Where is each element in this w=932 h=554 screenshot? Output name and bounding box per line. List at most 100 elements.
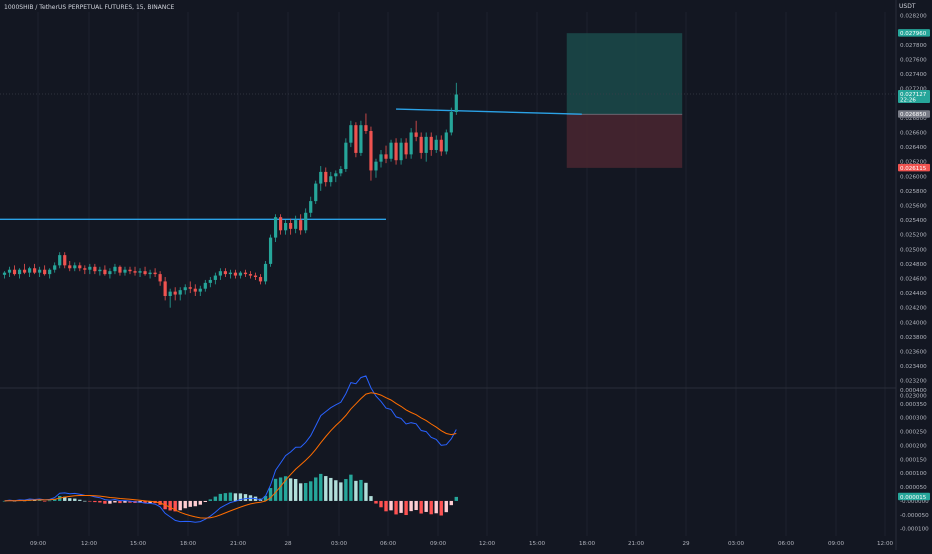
macd-histogram-bar: [228, 492, 233, 501]
price-tick-label: 0.024800: [900, 262, 927, 268]
price-tick-label: 0.027400: [900, 72, 927, 78]
macd-line: [4, 375, 457, 523]
macd-tick-label: 0.000150: [900, 457, 927, 463]
price-axis[interactable]: 0.028200 0.027800 0.027600 0.027400 0.027200…: [898, 14, 930, 533]
price-label-tag: [898, 89, 930, 103]
candle-body: [203, 282, 207, 289]
macd-histogram-bar: [173, 500, 177, 512]
candle-body: [22, 269, 27, 273]
macd-histogram-bar: [53, 499, 57, 501]
macd-histogram-bar: [37, 500, 42, 501]
price-tick-label: 0.026400: [900, 145, 927, 151]
candle-body: [178, 290, 182, 295]
macd-histogram-bar: [148, 500, 152, 503]
macd-histogram-bar: [42, 500, 47, 502]
candle-body: [349, 125, 353, 143]
candle-body: [294, 220, 298, 229]
macd-histogram-bar: [304, 483, 308, 501]
macd-histogram-bar: [63, 496, 67, 501]
candle-body: [424, 136, 428, 153]
candle-body: [93, 266, 97, 272]
candle-body: [364, 125, 368, 132]
price-label-tag: [898, 110, 930, 118]
candle-body: [48, 269, 52, 275]
macd-tick-label: 0.000200: [900, 443, 927, 449]
macd-label-text: 0.000015: [900, 495, 927, 501]
candle-body: [299, 220, 303, 231]
trendlines[interactable]: [0, 108, 582, 221]
macd-histogram-bar: [268, 488, 273, 501]
candle-body: [153, 272, 157, 275]
time-tick-label: 18:00: [579, 541, 596, 547]
macd-histogram-bar: [314, 477, 318, 501]
macd-histogram-bar: [369, 496, 373, 501]
time-tick-label: 21:00: [230, 541, 247, 547]
macd-histogram-bar: [233, 493, 238, 501]
candle-body: [168, 291, 172, 297]
time-tick-label: 12:00: [877, 541, 894, 547]
macd-histogram-bar: [399, 500, 403, 513]
candle-body: [374, 161, 378, 171]
candle-body: [163, 281, 167, 297]
macd-histogram-bar: [283, 476, 288, 501]
macd-histogram-bar: [278, 477, 283, 501]
macd-histogram-bar: [334, 480, 338, 501]
candle-body: [103, 269, 107, 275]
time-tick-label: 06:00: [380, 541, 397, 547]
macd-histogram-bar: [98, 500, 102, 503]
macd-histogram-bar: [68, 498, 72, 501]
candle-body: [419, 136, 423, 153]
price-tick-label: 0.023800: [900, 335, 927, 341]
macd-histogram-bar: [354, 480, 358, 501]
price-tick-label: 0.026200: [900, 160, 927, 166]
candle-body: [213, 275, 217, 280]
candles: [2, 82, 458, 308]
candle-body: [68, 265, 72, 269]
macd-histogram-bar: [93, 500, 97, 503]
price-tick-label: 0.023200: [900, 379, 927, 385]
macd-tick-label: -0.000100: [900, 527, 929, 533]
macd-histogram-bar: [123, 500, 127, 503]
macd-histogram-bar: [213, 496, 218, 501]
price-label-countdown: 22:26: [900, 97, 916, 103]
macd-tick-label: -0.000050: [900, 513, 929, 519]
macd-histogram-bar: [434, 500, 438, 514]
candle-body: [334, 173, 338, 177]
candle-body: [17, 269, 22, 275]
candle-body: [354, 125, 358, 153]
price-tick-label: 0.027800: [900, 43, 927, 49]
time-tick-label: 12:00: [479, 541, 496, 547]
macd-histogram-bar: [113, 500, 117, 503]
candle-body: [273, 217, 278, 238]
macd-histogram-bar: [47, 500, 52, 502]
macd-histogram-bar: [454, 496, 458, 501]
macd-histogram-bar: [349, 474, 353, 501]
macd-histogram-bar: [273, 478, 278, 501]
candle-body: [43, 269, 47, 275]
macd-histogram-bar: [319, 473, 323, 501]
price-tick-label: 0.025400: [900, 218, 927, 224]
macd-histogram-bar: [243, 494, 248, 501]
time-tick-label: 03:00: [331, 541, 348, 547]
candle-body: [429, 136, 433, 150]
price-tick-label: 0.026600: [900, 130, 927, 136]
time-tick-label: 29: [682, 541, 690, 547]
time-tick-label: 28: [284, 541, 292, 547]
candle-body: [359, 125, 363, 153]
time-axis[interactable]: 09:00 12:00 15:00 18:00 21:00 28 03:00 06:00 09:…: [30, 541, 894, 547]
candle-body: [389, 142, 393, 159]
candle-body: [173, 291, 177, 295]
macd-histogram-bar: [409, 500, 413, 512]
trendline-2: [396, 108, 582, 115]
macd-histogram-bar: [238, 493, 243, 501]
price-tick-label: 0.023400: [900, 364, 927, 370]
macd-histogram-bar: [193, 500, 197, 507]
price-tick-label: 0.024600: [900, 276, 927, 282]
macd-label-tag: [898, 492, 930, 501]
candle-body: [304, 212, 308, 231]
macd-histogram-bar: [419, 500, 423, 514]
price-tick-label: 0.025800: [900, 189, 927, 195]
time-tick-label: 09:00: [30, 541, 47, 547]
